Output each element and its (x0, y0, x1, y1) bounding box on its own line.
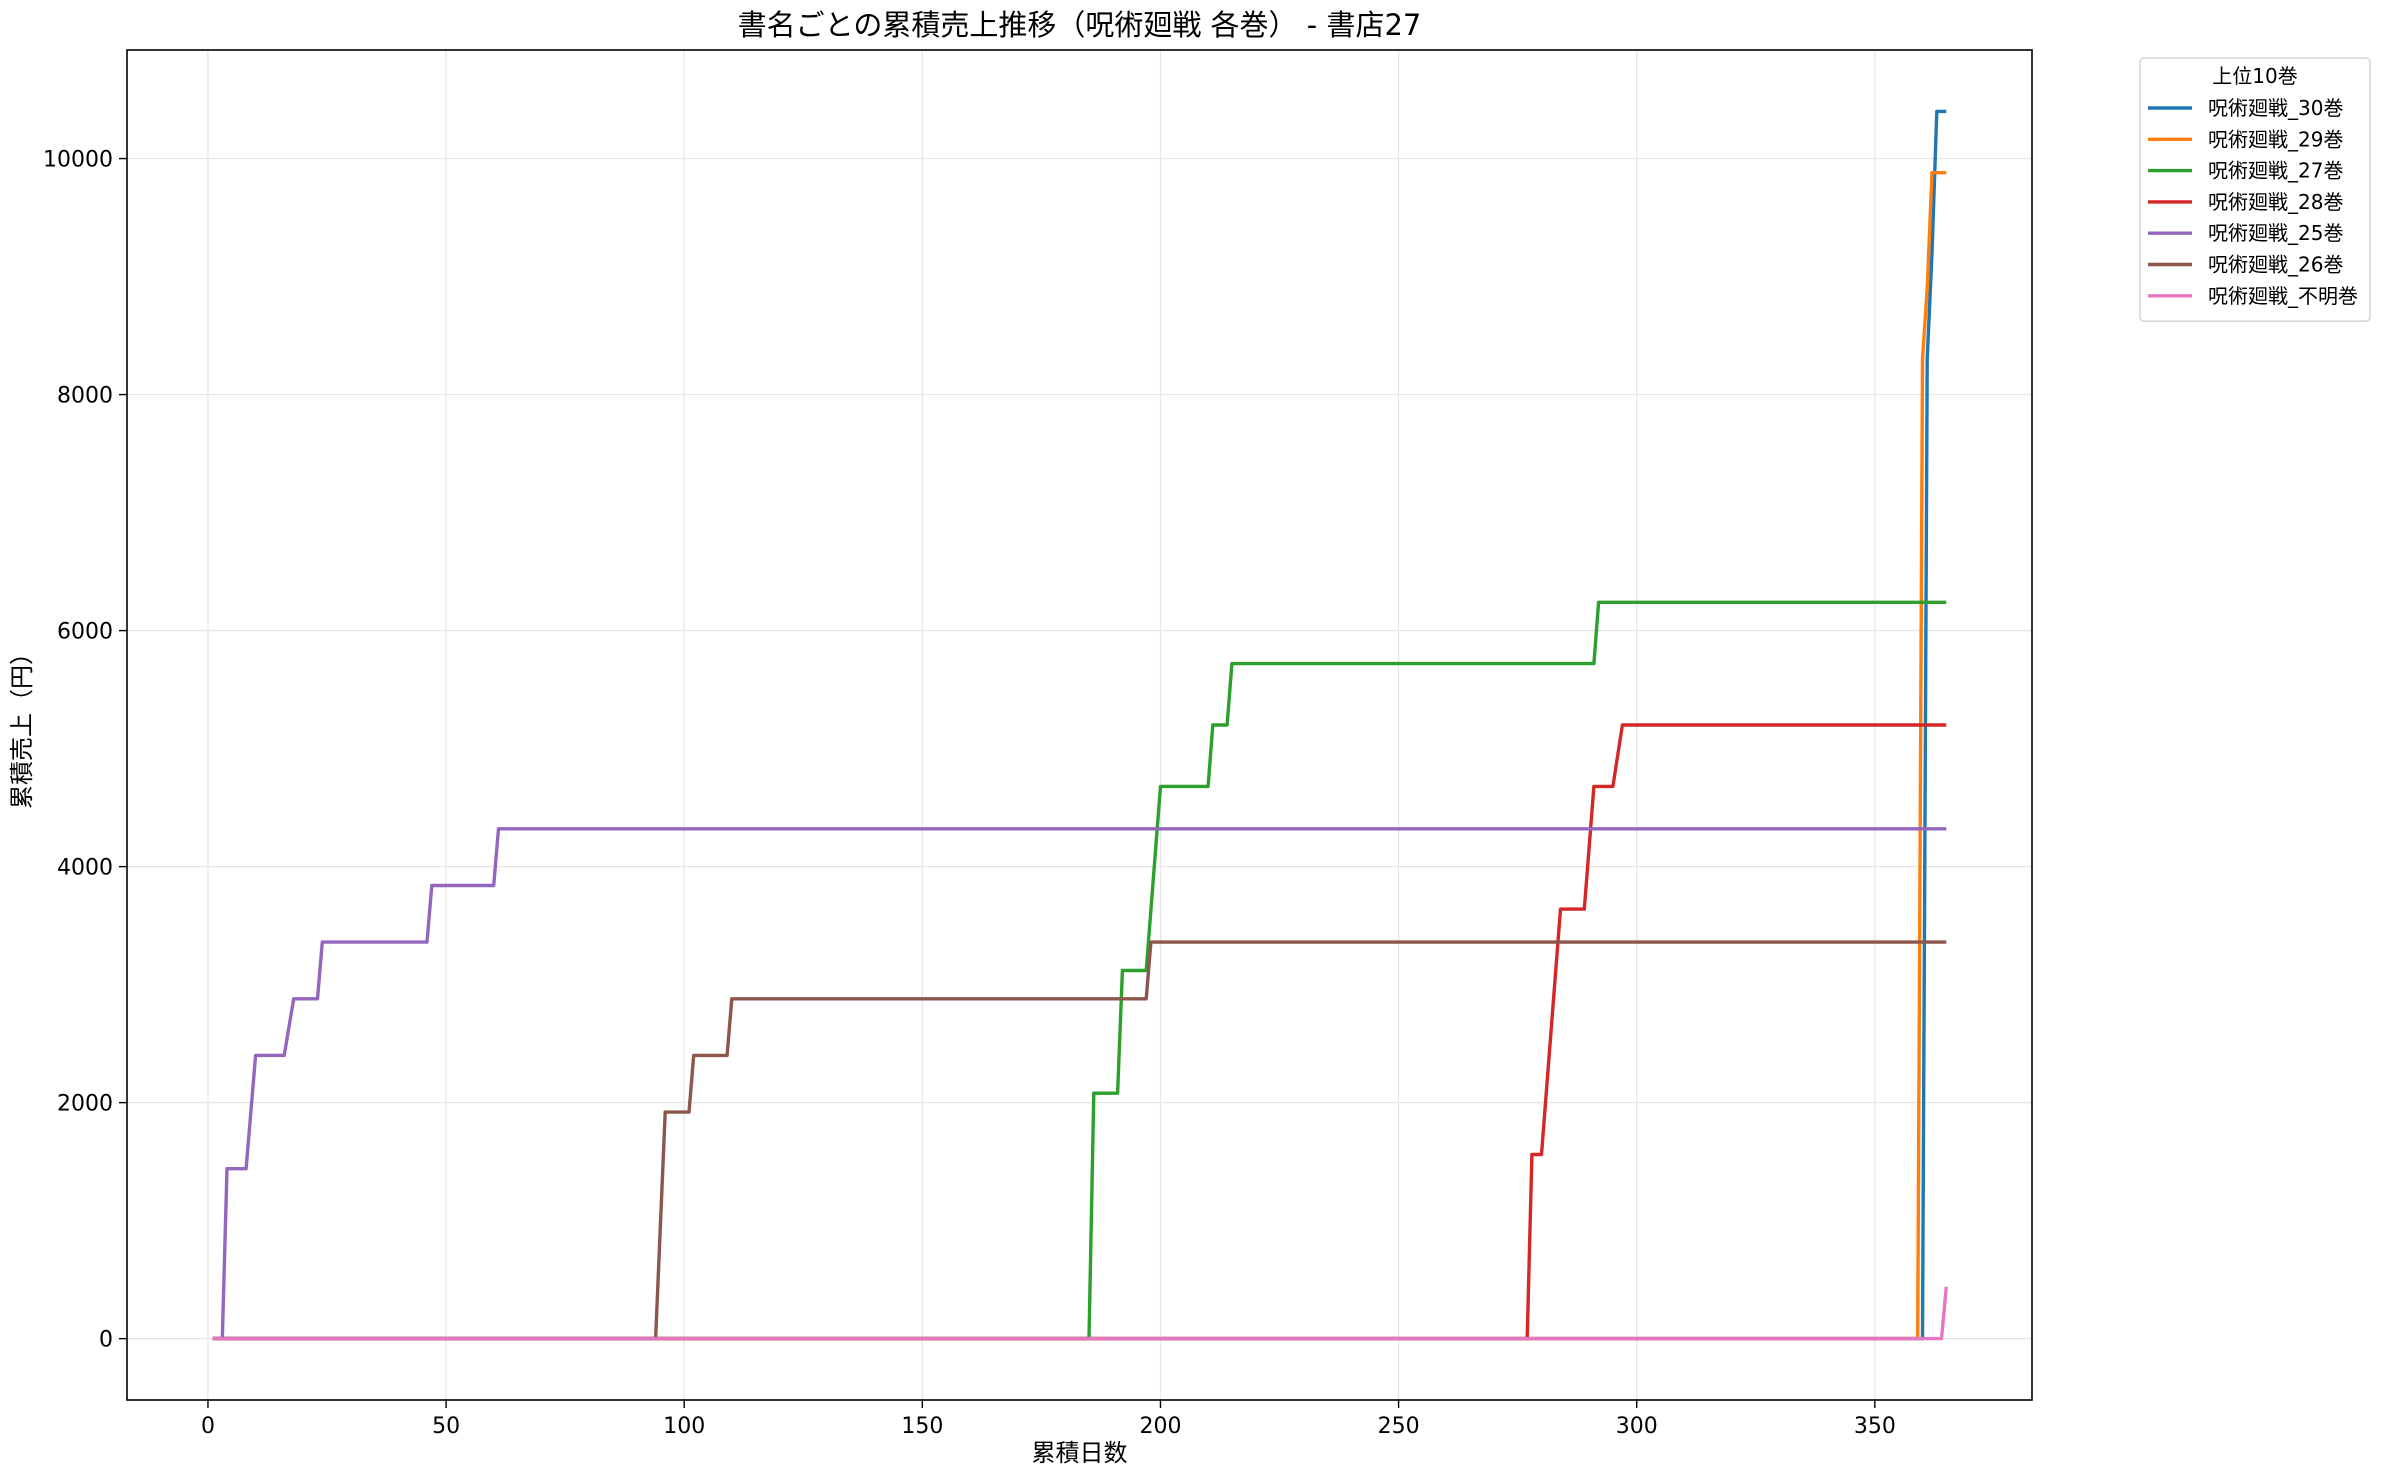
x-tick-label: 250 (1378, 1414, 1420, 1439)
legend-title: 上位10巻 (2212, 64, 2297, 88)
series-line-6 (212, 940, 1947, 1341)
x-tick-label: 200 (1139, 1414, 1181, 1439)
legend: 上位10巻 呪術廻戦_30巻呪術廻戦_29巻呪術廻戦_27巻呪術廻戦_28巻呪術… (2139, 57, 2371, 322)
x-tick-label: 50 (432, 1414, 460, 1439)
legend-box (2139, 57, 2371, 322)
y-axis-title: 累積売上（円） (8, 641, 36, 809)
legend-items: 呪術廻戦_30巻呪術廻戦_29巻呪術廻戦_27巻呪術廻戦_28巻呪術廻戦_25巻… (2148, 96, 2358, 308)
x-tick-label: 350 (1854, 1414, 1896, 1439)
series-lines (212, 109, 1948, 1341)
x-axis-title: 累積日数 (1032, 1439, 1128, 1467)
legend-label: 呪術廻戦_27巻 (2208, 159, 2343, 183)
x-tick-label: 100 (663, 1414, 705, 1439)
plot-frame (126, 49, 2033, 1401)
y-tick-label: 0 (99, 1328, 113, 1353)
legend-label: 呪術廻戦_25巻 (2208, 221, 2343, 245)
chart-title: 書名ごとの累積売上推移（呪術廻戦 各巻） - 書店27 (738, 8, 1422, 42)
x-axis-ticks: 0 50 100 150 200 250 300 350 (201, 1400, 1896, 1439)
legend-label: 呪術廻戦_26巻 (2208, 253, 2343, 277)
x-tick-label: 300 (1616, 1414, 1658, 1439)
series-line-7 (212, 1286, 1948, 1341)
y-tick-label: 10000 (43, 148, 113, 173)
grid (127, 50, 2032, 1400)
y-tick-label: 4000 (57, 856, 113, 881)
series-line-4 (212, 723, 1947, 1341)
y-tick-label: 6000 (57, 620, 113, 645)
series-line-3 (212, 600, 1947, 1341)
series-line-5 (212, 827, 1947, 1341)
legend-label: 呪術廻戦_29巻 (2208, 127, 2343, 151)
legend-label: 呪術廻戦_30巻 (2208, 96, 2343, 120)
y-axis-ticks: 0 2000 4000 6000 8000 10000 (43, 148, 127, 1353)
x-tick-label: 150 (901, 1414, 943, 1439)
legend-label: 呪術廻戦_不明巻 (2208, 284, 2358, 308)
y-tick-label: 2000 (57, 1092, 113, 1117)
x-tick-label: 0 (201, 1414, 215, 1439)
y-tick-label: 8000 (57, 384, 113, 409)
legend-label: 呪術廻戦_28巻 (2208, 190, 2343, 214)
